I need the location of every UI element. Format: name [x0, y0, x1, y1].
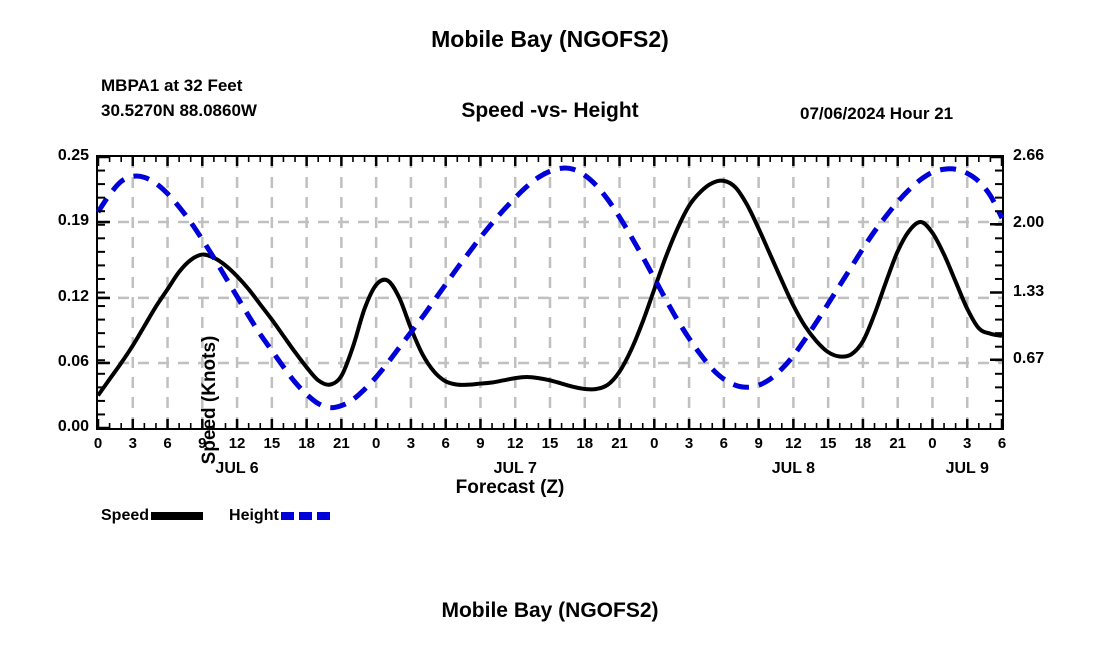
legend-swatch-height [280, 512, 333, 520]
y-tick-label-left: 0.00 [57, 418, 89, 435]
x-day-label: JUL 7 [493, 460, 537, 477]
station-info: MBPA1 at 32 Feet 30.5270N 88.0860W [101, 73, 257, 123]
y-tick-label-right: 0.67 [1013, 349, 1045, 367]
page-title: Mobile Bay (NGOFS2) [431, 26, 669, 52]
x-tick-label: 9 [476, 435, 485, 452]
legend-item-speed: Speed [101, 507, 229, 525]
legend-swatch-speed [151, 512, 204, 520]
chart-subtitle: Speed -vs- Height [461, 99, 639, 122]
x-tick-label: 6 [719, 435, 729, 452]
y-tick-label-right: 1.33 [1013, 282, 1045, 300]
station-name: MBPA1 at 32 Feet [101, 76, 243, 95]
x-tick-label: 12 [785, 435, 802, 452]
y-axis-left-title: Speed (Knots) [199, 335, 220, 465]
x-tick-label: 21 [611, 435, 628, 452]
x-tick-label: 12 [506, 435, 524, 452]
y-tick-label-left: 0.06 [57, 352, 89, 370]
x-tick-label: 0 [928, 435, 937, 452]
x-tick-label: 6 [997, 435, 1007, 452]
x-tick-label: 3 [406, 435, 416, 452]
x-tick-label: 9 [198, 435, 207, 452]
bottom-caption: Mobile Bay (NGOFS2) [441, 599, 659, 622]
station-coordinates: 30.5270N 88.0860W [101, 101, 257, 120]
legend-label-height: Height [229, 507, 279, 524]
x-tick-label: 21 [889, 435, 907, 452]
forecast-run-timestamp: 07/06/2024 Hour 21 [800, 104, 954, 123]
x-tick-label: 0 [371, 435, 381, 452]
y-tick-label-right: 2.66 [1013, 147, 1045, 164]
y-tick-label-right: 2.00 [1013, 214, 1045, 232]
x-tick-label: 15 [819, 435, 837, 452]
chart-canvas [95, 155, 1005, 430]
x-tick-label: 9 [754, 435, 763, 452]
x-tick-label: 18 [576, 435, 594, 452]
x-day-label: JUL 8 [771, 460, 816, 477]
x-tick-label: 3 [684, 435, 694, 452]
legend-item-height: Height [229, 507, 359, 525]
x-day-label: JUL 9 [945, 460, 989, 477]
chart-legend: Speed Height [101, 507, 359, 525]
y-tick-label-left: 0.12 [57, 287, 89, 305]
x-tick-label: 0 [93, 435, 103, 452]
y-tick-label-left: 0.25 [57, 147, 89, 164]
y-tick-label-left: 0.19 [57, 212, 89, 230]
x-tick-label: 12 [228, 435, 246, 452]
x-tick-label: 18 [298, 435, 315, 452]
x-tick-label: 18 [854, 435, 872, 452]
x-tick-label: 21 [333, 435, 350, 452]
x-tick-label: 15 [541, 435, 559, 452]
x-tick-label: 0 [650, 435, 659, 452]
x-tick-label: 3 [963, 435, 972, 452]
x-tick-label: 15 [263, 435, 281, 452]
x-tick-label: 6 [441, 435, 450, 452]
x-tick-label: 6 [163, 435, 172, 452]
x-tick-label: 3 [128, 435, 137, 452]
x-axis-title: Forecast (Z) [455, 477, 565, 498]
legend-label-speed: Speed [101, 507, 150, 524]
x-day-label: JUL 6 [215, 460, 259, 477]
chart-plot-area: Speed (Knots) Height (feet) 0.000.060.12… [58, 147, 1044, 477]
